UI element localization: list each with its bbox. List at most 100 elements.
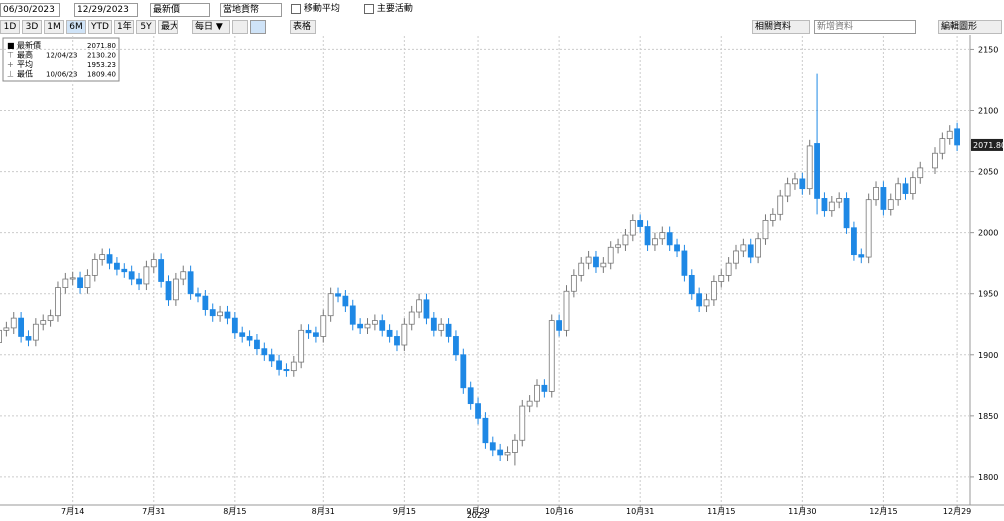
legend-box <box>2 37 120 82</box>
candle-body <box>762 220 769 240</box>
candle-body <box>747 244 754 258</box>
candle-body <box>939 138 946 154</box>
range-button[interactable]: YTD <box>88 20 112 34</box>
frequency[interactable]: 每日 ▼ <box>192 20 230 34</box>
candle-body <box>47 315 54 321</box>
candle-body <box>408 311 415 325</box>
related-button[interactable]: 相關資料 <box>752 20 810 34</box>
candle-body <box>335 293 341 297</box>
candle-body <box>570 274 577 292</box>
y-tick-label: 2100 <box>978 107 998 116</box>
candle-body <box>895 183 902 201</box>
candle-body <box>548 320 555 392</box>
legend-date: 12/04/23 <box>46 52 77 60</box>
start-date[interactable]: 06/30/2023 <box>0 3 60 17</box>
range-button[interactable]: 1年 <box>114 20 134 34</box>
candle-body <box>364 323 371 329</box>
candle-body <box>526 400 533 407</box>
legend-icon: ■ <box>7 41 15 50</box>
candle-body <box>128 271 135 280</box>
candle-body <box>84 274 91 288</box>
range-button[interactable]: 1M <box>44 20 64 34</box>
legend-icon: ⊤ <box>7 51 14 60</box>
candle-body <box>652 238 658 246</box>
candle-body <box>10 317 17 329</box>
candle-body <box>379 320 386 331</box>
candle-body <box>710 281 717 301</box>
candle-body <box>932 152 938 169</box>
legend-value: 1809.40 <box>87 71 116 79</box>
candle-body <box>305 329 312 334</box>
x-tick-label: 8月15 <box>223 507 246 516</box>
x-tick-label: 9月15 <box>393 507 416 516</box>
range-button[interactable]: 5Y <box>136 20 156 34</box>
candle-body <box>777 195 784 215</box>
candle-body <box>843 198 850 229</box>
candle-body <box>909 177 916 194</box>
candle-body <box>25 336 32 341</box>
candle-body <box>482 417 489 444</box>
candle-body <box>62 278 69 288</box>
candle-body <box>180 271 187 280</box>
table-button[interactable]: 表格 <box>290 20 316 34</box>
blank-button[interactable] <box>232 20 248 34</box>
candle-body <box>755 238 762 258</box>
blank-button[interactable] <box>250 20 266 34</box>
candle-body <box>445 323 452 337</box>
candle-body <box>784 183 791 197</box>
candle-body <box>615 244 621 248</box>
candle-body <box>512 439 518 453</box>
candle-body <box>114 262 120 270</box>
candle-body <box>106 254 113 264</box>
x-tick-label: 7月31 <box>142 507 165 516</box>
candle-body <box>55 287 61 317</box>
field-select[interactable]: 最新價 <box>150 3 210 17</box>
checkbox[interactable] <box>364 3 374 14</box>
checkbox[interactable] <box>291 3 301 14</box>
candle-body <box>622 234 629 246</box>
candle-body <box>666 232 673 246</box>
currency-select[interactable]: 當地貨幣 <box>220 3 282 17</box>
candle-body <box>858 254 865 258</box>
events[interactable]: 主要活動 <box>362 3 422 17</box>
end-date[interactable]: 12/29/2023 <box>74 3 138 17</box>
y-tick-label: 2000 <box>978 229 998 238</box>
candle-body <box>202 295 209 310</box>
candle-body <box>313 332 319 337</box>
edit-button[interactable]: 編輯圖形 <box>938 20 1002 34</box>
candle-body <box>32 323 39 341</box>
y-tick-label: 2150 <box>978 45 998 54</box>
candle-body <box>902 183 909 194</box>
candle-body <box>607 246 614 264</box>
candle-body <box>489 442 496 451</box>
candle-body <box>99 254 106 260</box>
candle-body <box>371 320 378 325</box>
x-tick-label: 12月15 <box>869 507 897 516</box>
moving-average[interactable]: 移動平均 <box>289 3 353 17</box>
legend-label: 平均 <box>17 59 33 69</box>
candle-body <box>158 259 165 282</box>
moving-average-label: 移動平均 <box>303 4 340 14</box>
x-tick-label: 9月29 <box>466 507 489 516</box>
candle-body <box>954 128 960 146</box>
candle-body <box>865 199 872 258</box>
candle-body <box>327 293 334 317</box>
x-axis-year: 2023 <box>467 511 487 520</box>
range-button[interactable]: 3D <box>22 20 42 34</box>
range-button[interactable]: 最大 <box>158 20 178 34</box>
x-tick-label: 10月31 <box>626 507 654 516</box>
candle-body <box>475 403 481 419</box>
y-tick-label: 2050 <box>978 168 998 177</box>
candle-body <box>836 198 843 203</box>
last-price-flag <box>971 138 1003 151</box>
add-data[interactable]: 新增資料 <box>814 20 916 34</box>
candle-body <box>224 311 231 319</box>
range-button[interactable]: 1D <box>0 20 20 34</box>
y-tick-label: 1850 <box>978 412 998 421</box>
candle-body <box>519 405 526 441</box>
chart-bg <box>0 35 1004 521</box>
x-tick-label: 8月31 <box>312 507 335 516</box>
range-button[interactable]: 6M <box>66 20 86 34</box>
candle-body <box>77 277 83 288</box>
candle-body <box>172 278 179 301</box>
